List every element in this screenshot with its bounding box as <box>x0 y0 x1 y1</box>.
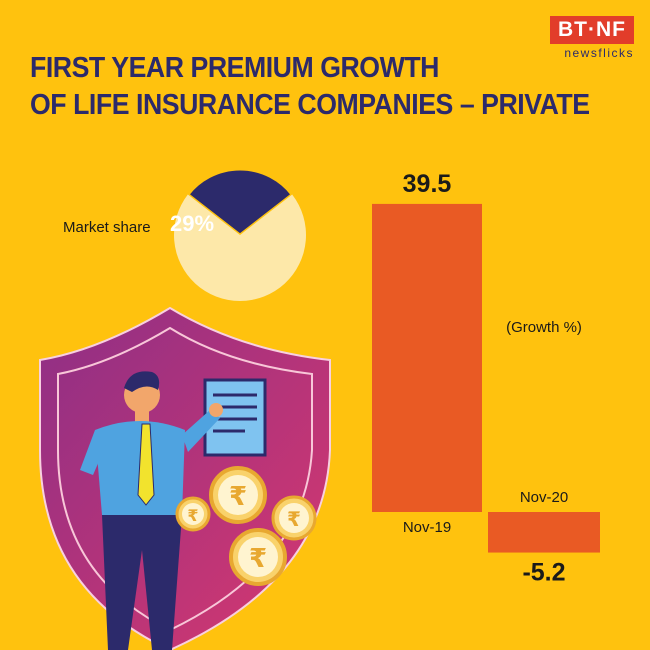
growth-bar-chart: 39.5 Nov-19 -5.2 Nov-20 (Growth %) <box>372 170 600 587</box>
bar-value-label: 39.5 <box>403 170 452 198</box>
market-share-pie <box>174 167 306 302</box>
rupee-coin-icon: ₹ <box>209 466 267 524</box>
logo-mark: BT·NF <box>550 16 634 44</box>
rupee-coin-icon: ₹ <box>229 528 287 586</box>
market-share-value: 29% <box>170 211 215 236</box>
pie-slice-rest <box>174 194 306 302</box>
bar-Nov-20 <box>488 512 600 553</box>
pie-slice-market-share <box>185 167 295 237</box>
rupee-coin-icon: ₹ <box>175 496 211 532</box>
svg-text:₹: ₹ <box>287 507 301 531</box>
page-title: FIRST YEAR PREMIUM GROWTH OF LIFE INSURA… <box>30 50 590 124</box>
document-icon <box>203 378 267 457</box>
svg-text:₹: ₹ <box>249 544 267 574</box>
shield-icon <box>39 306 331 650</box>
brand-logo: BT·NF newsflicks <box>550 16 634 60</box>
bar-Nov-19 <box>372 203 482 512</box>
axis-unit-label: (Growth %) <box>506 319 582 336</box>
bar-value-label: -5.2 <box>522 559 565 587</box>
rupee-coin-icon: ₹ <box>271 495 317 541</box>
title-line-1: FIRST YEAR PREMIUM GROWTH <box>30 52 439 84</box>
svg-text:₹: ₹ <box>187 506 198 525</box>
insurance-illustration: ₹ ₹ ₹ ₹ <box>39 306 331 650</box>
title-line-2: OF LIFE INSURANCE COMPANIES – PRIVATE <box>30 89 590 121</box>
logo-subtitle: newsflicks <box>564 46 634 60</box>
market-share-label: Market share <box>63 219 151 236</box>
category-label: Nov-20 <box>520 489 568 506</box>
category-label: Nov-19 <box>403 519 451 536</box>
businessman-figure <box>80 371 223 650</box>
svg-text:₹: ₹ <box>229 482 247 512</box>
